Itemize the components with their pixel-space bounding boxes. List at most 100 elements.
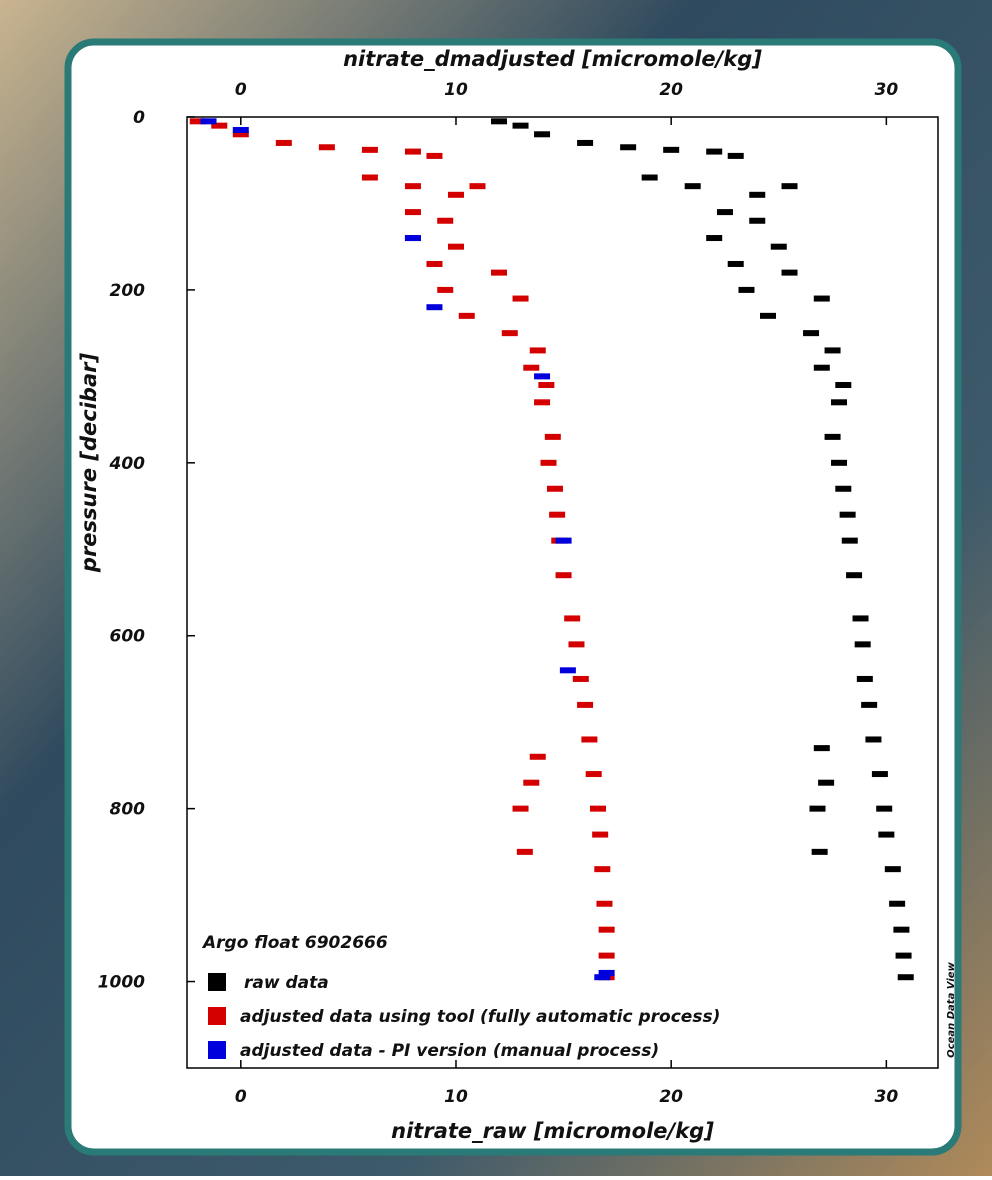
data-point	[469, 183, 486, 190]
data-point	[232, 126, 249, 133]
data-point	[200, 118, 217, 125]
data-point	[577, 139, 594, 146]
data-point	[781, 269, 798, 276]
x-tick-label: 10	[444, 1087, 468, 1107]
data-point	[529, 347, 546, 354]
x2-axis-title: nitrate_dmadjusted [micromole/kg]	[343, 47, 762, 71]
y-tick-label: 600	[110, 627, 146, 647]
legend-label: raw data	[244, 973, 329, 993]
data-point	[585, 771, 602, 778]
x2-tick-label: 0	[235, 80, 247, 100]
data-point	[871, 771, 888, 778]
data-point	[749, 217, 766, 224]
data-point	[878, 831, 895, 838]
data-point	[716, 209, 733, 216]
data-point	[856, 675, 873, 682]
data-point	[884, 866, 901, 873]
data-point	[893, 926, 910, 933]
data-point	[841, 537, 858, 544]
legend-label: adjusted data using tool (fully automati…	[240, 1007, 720, 1027]
x2-tick-label: 10	[444, 80, 468, 100]
data-point	[534, 131, 551, 138]
data-point	[404, 235, 421, 242]
annotation: Argo float 6902666	[201, 933, 388, 953]
y-tick-label: 1000	[98, 973, 145, 993]
data-point	[512, 122, 529, 129]
data-point	[546, 485, 563, 492]
data-point	[854, 641, 871, 648]
data-point	[598, 952, 615, 959]
data-point	[491, 118, 508, 125]
data-point	[831, 459, 848, 466]
data-point	[491, 269, 508, 276]
data-point	[824, 433, 841, 440]
data-point	[189, 118, 206, 125]
data-point	[663, 146, 680, 153]
y-tick-label: 0	[133, 108, 145, 128]
data-point	[232, 131, 249, 138]
data-point	[594, 866, 611, 873]
data-point	[581, 736, 598, 743]
data-point	[544, 433, 561, 440]
data-point	[813, 745, 830, 752]
data-point	[738, 286, 755, 293]
legend-swatch	[208, 1007, 226, 1025]
y-tick-label: 800	[110, 800, 146, 820]
y-tick-label: 400	[109, 454, 146, 474]
data-point	[760, 312, 777, 319]
legend-label: adjusted data - PI version (manual proce…	[240, 1041, 659, 1061]
data-point	[512, 805, 529, 812]
data-point	[835, 382, 852, 389]
data-point	[818, 779, 835, 786]
data-point	[876, 805, 893, 812]
x-tick-label: 20	[659, 1087, 683, 1107]
x-axis-title: nitrate_raw [micromole/kg]	[391, 1119, 714, 1143]
data-point	[568, 641, 585, 648]
data-point	[620, 144, 637, 151]
data-point	[426, 260, 443, 267]
data-point	[572, 675, 589, 682]
data-point	[598, 969, 615, 976]
data-point	[706, 148, 723, 155]
data-point	[727, 260, 744, 267]
data-point	[781, 183, 798, 190]
x-tick-label: 0	[235, 1087, 247, 1107]
plot-frame	[186, 116, 939, 1069]
x2-tick-label: 20	[659, 80, 683, 100]
data-point	[803, 330, 820, 337]
data-point	[447, 191, 464, 198]
data-point	[437, 217, 454, 224]
x2-tick-label: 30	[875, 80, 899, 100]
data-point	[559, 667, 576, 674]
data-point	[447, 243, 464, 250]
data-point	[577, 701, 594, 708]
data-point	[549, 511, 566, 518]
credit: Ocean Data View	[946, 961, 957, 1057]
data-point	[555, 572, 572, 579]
data-point	[831, 399, 848, 406]
card	[64, 38, 962, 1156]
data-point	[529, 753, 546, 760]
data-point	[594, 974, 611, 981]
data-point	[404, 209, 421, 216]
data-point	[811, 848, 828, 855]
data-point	[534, 399, 551, 406]
data-point	[523, 364, 540, 371]
data-point	[404, 183, 421, 190]
data-point	[706, 235, 723, 242]
data-point	[861, 701, 878, 708]
data-point	[512, 295, 529, 302]
legend-swatch	[208, 973, 226, 991]
data-point	[318, 144, 335, 151]
data-point	[275, 139, 292, 146]
data-point	[727, 152, 744, 159]
data-point	[437, 286, 454, 293]
y-tick-label: 200	[110, 281, 146, 301]
data-point	[770, 243, 787, 250]
y-axis-title: pressure [decibar]	[77, 353, 101, 574]
data-point	[897, 974, 914, 981]
data-point	[824, 347, 841, 354]
data-point	[590, 805, 607, 812]
data-point	[534, 373, 551, 380]
